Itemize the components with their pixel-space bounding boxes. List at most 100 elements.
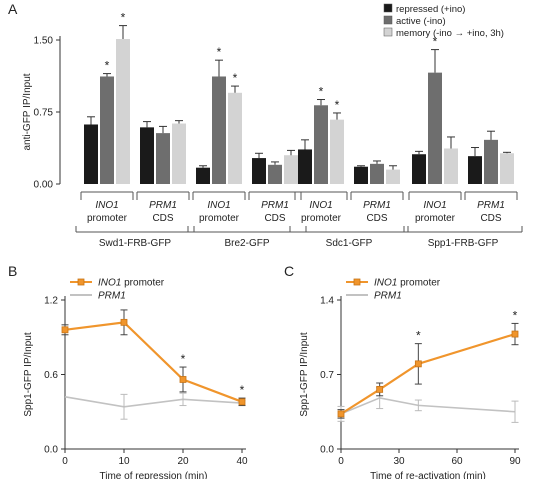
significance-marker: * [416, 329, 421, 343]
bar [156, 133, 170, 184]
panel-letter-a: A [8, 1, 18, 17]
x-tick-label: 0 [338, 456, 344, 467]
significance-marker: * [217, 45, 222, 59]
legend-swatch [383, 27, 393, 37]
bar [468, 156, 482, 184]
panel-a-y-axis-label: anti-GFP IP/Input [22, 73, 33, 150]
significance-marker: * [433, 35, 438, 49]
bar [444, 148, 458, 184]
bar [268, 164, 282, 184]
significance-marker: * [319, 85, 324, 99]
data-point [238, 398, 246, 406]
bar [252, 158, 266, 184]
panel-letter-c: C [284, 263, 294, 279]
significance-marker: * [240, 383, 245, 397]
legend-label: active (-ino) [396, 16, 446, 27]
bar [386, 169, 400, 184]
x-axis-label: Time of repression (min) [100, 471, 208, 479]
data-point [120, 318, 128, 326]
legend-label: repressed (+ino) [396, 4, 465, 15]
locus-region-label: promoter [87, 213, 128, 224]
bar [298, 149, 312, 184]
bar [212, 76, 226, 184]
locus-region-label: promoter [415, 213, 456, 224]
bar [428, 72, 442, 184]
group-label: Spp1-FRB-GFP [428, 238, 499, 249]
legend-swatch [383, 3, 393, 13]
y-tick-label: 1.2 [44, 296, 58, 307]
locus-gene-label: INO1 [309, 200, 332, 211]
bar [500, 153, 514, 184]
bar [370, 163, 384, 184]
significance-marker: * [513, 308, 518, 322]
bar [116, 39, 130, 184]
bar [140, 127, 154, 184]
group-label: Swd1-FRB-GFP [99, 238, 172, 249]
series-line [340, 333, 516, 415]
x-tick-label: 90 [509, 456, 521, 467]
significance-marker: * [121, 11, 126, 25]
y-axis-label: Spp1-GFP IP/Input [299, 332, 310, 417]
panel-letter-b: B [8, 263, 17, 279]
group-label: Sdc1-GFP [326, 238, 373, 249]
panel-a-y-tick-label: 0.00 [34, 180, 54, 191]
legend-suffix: promoter [397, 278, 440, 289]
locus-region-label: CDS [480, 213, 501, 224]
y-tick-label: 0.7 [320, 370, 334, 381]
locus-gene-label: PRM1 [363, 200, 391, 211]
data-point [61, 326, 69, 334]
locus-gene-label: PRM1 [149, 200, 177, 211]
series-line [64, 321, 243, 403]
locus-region-label: CDS [264, 213, 285, 224]
legend-gene: INO1 [374, 278, 397, 289]
bar [484, 139, 498, 184]
y-tick-label: 0.0 [320, 445, 334, 456]
legend-swatch [383, 15, 393, 25]
legend-marker [353, 278, 361, 286]
x-tick-label: 60 [451, 456, 463, 467]
y-axis-label: Spp1-GFP IP/Input [23, 332, 34, 417]
group-label: Bre2-GFP [224, 238, 269, 249]
significance-marker: * [105, 59, 110, 73]
bar [84, 124, 98, 184]
significance-marker: * [181, 352, 186, 366]
bar [196, 167, 210, 184]
locus-gene-label: INO1 [95, 200, 118, 211]
data-point [376, 385, 384, 393]
x-tick-label: 40 [236, 456, 248, 467]
bar [172, 123, 186, 184]
data-point [179, 376, 187, 383]
series-line [64, 396, 243, 408]
legend-label: INO1 promoter [374, 278, 441, 289]
legend-label: memory (-ino → +ino, 3h) [396, 28, 504, 39]
data-point [414, 360, 422, 368]
locus-region-label: promoter [199, 213, 240, 224]
x-tick-label: 0 [62, 456, 68, 467]
legend-gene: PRM1 [374, 291, 402, 302]
bar [412, 154, 426, 184]
locus-gene-label: INO1 [207, 200, 230, 211]
series-line [340, 397, 516, 415]
bar [330, 119, 344, 184]
bar [354, 166, 368, 184]
data-point [337, 410, 345, 418]
significance-marker: * [335, 98, 340, 112]
x-axis-label: Time of re-activation (min) [370, 471, 486, 479]
panel-a-y-tick-label: 1.50 [34, 36, 54, 47]
legend-marker [77, 278, 85, 286]
legend-label: PRM1 [374, 291, 402, 302]
x-tick-label: 20 [177, 456, 189, 467]
legend-gene: INO1 [98, 278, 121, 289]
y-tick-label: 0.6 [44, 370, 58, 381]
locus-gene-label: PRM1 [477, 200, 505, 211]
significance-marker: * [233, 71, 238, 85]
legend-gene: PRM1 [98, 291, 126, 302]
x-tick-label: 30 [393, 456, 405, 467]
locus-region-label: CDS [366, 213, 387, 224]
data-point [511, 330, 519, 338]
y-tick-label: 0.0 [44, 445, 58, 456]
legend-suffix: promoter [121, 278, 164, 289]
panel-a-y-tick-label: 0.75 [34, 108, 54, 119]
legend-label: INO1 promoter [98, 278, 165, 289]
